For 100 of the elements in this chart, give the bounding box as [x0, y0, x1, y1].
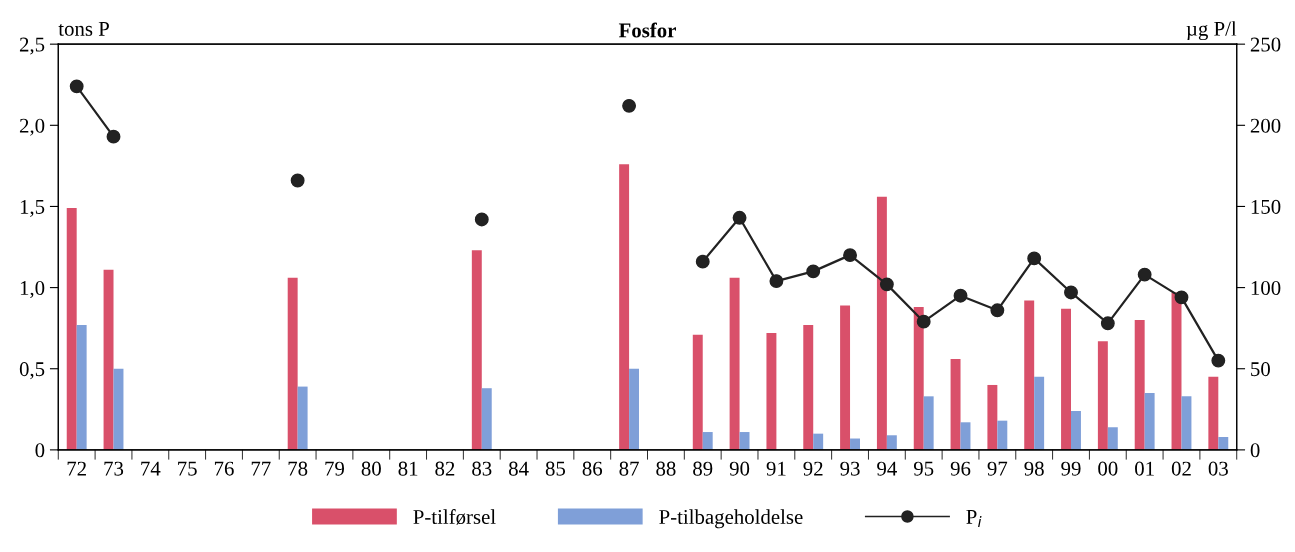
x-tick-label: 76	[214, 461, 234, 476]
bar	[1061, 308, 1072, 450]
y2-tick-label: 50	[1251, 362, 1270, 377]
legend-label: P-tilførsel	[413, 509, 496, 525]
x-tick-label: 77	[251, 461, 271, 476]
point	[953, 288, 968, 303]
bar	[729, 277, 740, 450]
point	[1100, 316, 1115, 331]
x-tick-label: 00	[1098, 461, 1118, 476]
x-tick-label: 97	[987, 461, 1008, 476]
x-tick-label: 82	[435, 461, 455, 476]
bar	[1181, 396, 1192, 450]
x-tick-label: 96	[950, 461, 971, 476]
bar	[1208, 376, 1219, 450]
bar	[840, 305, 851, 450]
point	[806, 264, 821, 279]
point	[916, 314, 931, 329]
y-axis-title: tons P	[58, 22, 109, 36]
y2-tick-label: 200	[1250, 118, 1281, 133]
x-tick-label: 73	[104, 461, 124, 476]
x-tick-label: 80	[361, 461, 381, 476]
x-tick-label: 98	[1024, 461, 1044, 476]
bar	[886, 435, 897, 450]
x-tick-label: 93	[840, 461, 860, 476]
point	[695, 254, 710, 269]
point	[290, 173, 305, 188]
bar	[950, 359, 961, 450]
x-tick-label: 94	[877, 461, 897, 476]
x-tick-label: 95	[913, 461, 934, 476]
y2-tick-label: 100	[1251, 280, 1281, 296]
bar	[739, 432, 750, 450]
x-tick-label: 83	[472, 461, 492, 476]
x-tick-label: 87	[619, 461, 639, 476]
point	[769, 274, 784, 289]
bar	[1144, 393, 1155, 450]
bar	[997, 420, 1008, 450]
bar	[913, 307, 924, 450]
bar	[619, 164, 630, 450]
x-tick-label: 86	[582, 461, 603, 476]
x-tick-label: 72	[67, 461, 86, 476]
y-tick-label: 2,5	[19, 37, 45, 55]
point	[1027, 251, 1042, 266]
bar	[1218, 436, 1229, 450]
point	[1174, 290, 1189, 305]
x-tick-label: 84	[508, 461, 529, 476]
x-tick-label: 81	[398, 461, 418, 476]
point	[474, 212, 489, 227]
x-tick-label: 79	[325, 461, 345, 476]
bar	[103, 269, 114, 450]
x-tick-label: 99	[1061, 461, 1081, 476]
point	[1137, 267, 1152, 282]
bar	[1097, 341, 1108, 450]
x-tick-label: 02	[1171, 461, 1191, 476]
y-tick-label: 0	[35, 443, 45, 458]
x-tick-label: 75	[178, 461, 197, 476]
bar	[1071, 410, 1081, 450]
x-tick-label: 92	[803, 461, 823, 476]
bar	[297, 386, 308, 450]
bar	[481, 388, 492, 450]
point	[622, 98, 637, 113]
bar	[876, 196, 887, 450]
point	[1064, 285, 1078, 300]
x-tick-label: 78	[288, 461, 308, 476]
bar	[76, 324, 87, 450]
point	[106, 129, 121, 144]
bar	[987, 384, 998, 450]
x-tick-label: 89	[693, 461, 713, 476]
x-tick-label: 03	[1208, 461, 1228, 476]
point	[990, 303, 1005, 318]
bar	[66, 208, 77, 450]
legend-label: P-tilbageholdelse	[659, 509, 803, 529]
x-tick-label: 88	[656, 461, 676, 476]
legend-label: P$_{i}$	[966, 510, 982, 528]
bar	[803, 324, 814, 450]
x-tick-label: 91	[766, 461, 786, 476]
y-tick-label: 1,5	[20, 199, 45, 217]
bar	[766, 333, 777, 450]
bar	[692, 334, 703, 450]
y2-tick-label: 0	[1250, 443, 1260, 458]
y2-tick-label: 150	[1251, 199, 1281, 214]
bar	[923, 396, 934, 450]
y2-axis-title: µg P/l	[1186, 21, 1237, 41]
bar	[702, 432, 713, 450]
x-tick-label: 90	[729, 461, 750, 476]
chart-title: Fosfor	[618, 22, 676, 38]
bar	[1034, 376, 1045, 450]
point	[1211, 353, 1226, 368]
point	[732, 210, 747, 225]
bar	[471, 250, 482, 450]
bar	[287, 277, 298, 450]
y-tick-label: 2,0	[19, 118, 45, 136]
y-tick-label: 0,5	[19, 362, 45, 380]
point	[843, 248, 857, 263]
point	[879, 277, 894, 292]
y-tick-label: 1,0	[20, 280, 45, 299]
bar	[813, 433, 824, 450]
x-tick-label: 85	[545, 461, 566, 476]
point	[69, 79, 84, 94]
y2-tick-label: 250	[1250, 37, 1281, 52]
bar	[629, 368, 640, 450]
